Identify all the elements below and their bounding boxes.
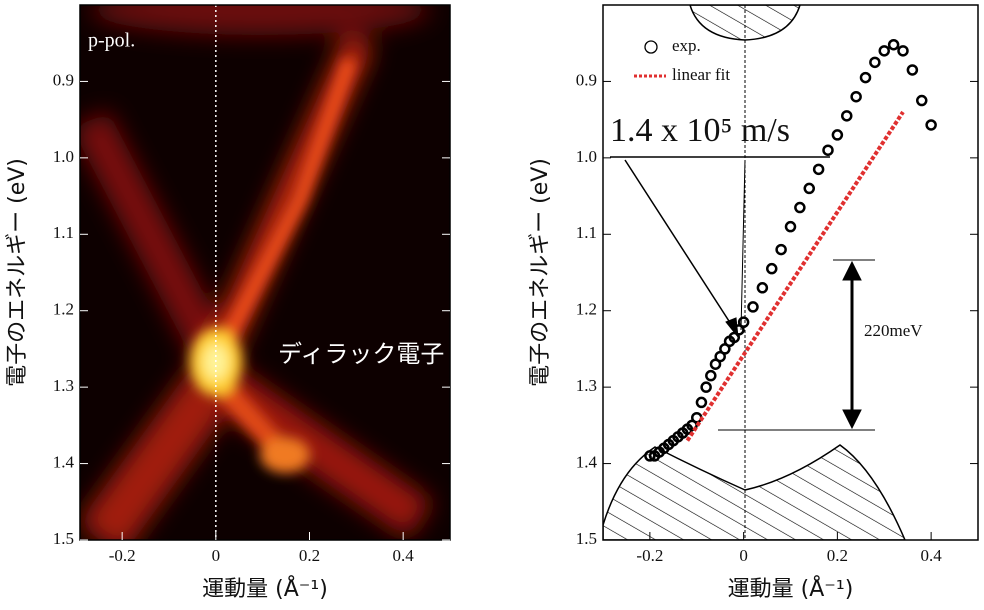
data-point xyxy=(917,96,926,105)
data-point xyxy=(889,40,898,49)
x-tick-label: -0.2 xyxy=(636,546,663,565)
data-point xyxy=(880,46,889,55)
y-axis-label: 電子のエネルギー (eV) xyxy=(5,158,30,387)
data-point xyxy=(833,130,842,139)
data-point xyxy=(824,146,833,155)
data-point xyxy=(758,283,767,292)
y-tick-label: 1.2 xyxy=(53,300,74,319)
y-tick-label: 1.3 xyxy=(576,376,597,395)
data-point xyxy=(899,46,908,55)
figure: p-pol. ディラック電子 1.4 x 10⁵ m/s 220meV exp.… xyxy=(0,0,984,610)
y-tick-label: 1.0 xyxy=(53,147,74,166)
x-tick-label: 0.4 xyxy=(393,546,415,565)
x-tick-label: 0 xyxy=(212,546,221,565)
y-tick-label: 0.9 xyxy=(576,70,597,89)
data-point xyxy=(786,222,795,231)
data-point xyxy=(852,92,861,101)
data-point xyxy=(870,58,879,67)
data-point xyxy=(702,383,711,392)
legend-label: linear fit xyxy=(672,65,730,84)
data-point xyxy=(749,302,758,311)
annotation-arrows xyxy=(610,157,875,430)
y-tick-label: 1.1 xyxy=(576,223,597,242)
y-tick-label: 1.3 xyxy=(53,376,74,395)
x-tick-label: 0 xyxy=(739,546,748,565)
data-point xyxy=(908,65,917,74)
data-point xyxy=(795,203,804,212)
data-point xyxy=(861,73,870,82)
data-point xyxy=(767,264,776,273)
legend-label: exp. xyxy=(672,36,701,55)
annotation: ディラック電子 xyxy=(278,340,444,368)
y-axis-label: 電子のエネルギー (eV) xyxy=(528,158,553,387)
data-point xyxy=(814,165,823,174)
annotation: p-pol. xyxy=(88,30,135,52)
y-tick-label: 1.5 xyxy=(53,529,74,548)
fit-line xyxy=(687,112,903,441)
data-point xyxy=(739,318,748,327)
x-axis-label: 運動量 (Å⁻¹) xyxy=(202,575,328,602)
y-tick-label: 1.1 xyxy=(53,223,74,242)
y-tick-label: 1.2 xyxy=(576,300,597,319)
data-point xyxy=(842,111,851,120)
y-tick-label: 0.9 xyxy=(53,70,74,89)
heatmap xyxy=(80,0,450,540)
y-tick-label: 1.0 xyxy=(576,147,597,166)
y-tick-label: 1.4 xyxy=(576,452,598,471)
x-tick-label: 0.4 xyxy=(921,546,943,565)
x-tick-label: -0.2 xyxy=(109,546,136,565)
data-point xyxy=(697,398,706,407)
annotation: 220meV xyxy=(864,321,923,340)
data-point xyxy=(777,245,786,254)
x-tick-label: 0.2 xyxy=(827,546,848,565)
y-tick-label: 1.5 xyxy=(576,529,597,548)
annotation: 1.4 x 10⁵ m/s xyxy=(610,112,790,149)
data-point xyxy=(805,184,814,193)
data-point xyxy=(706,371,715,380)
y-tick-label: 1.4 xyxy=(53,452,75,471)
x-tick-label: 0.2 xyxy=(299,546,320,565)
data-point xyxy=(692,413,701,422)
data-point xyxy=(927,120,936,129)
x-axis-label: 運動量 (Å⁻¹) xyxy=(728,575,854,602)
legend-marker xyxy=(645,41,657,53)
